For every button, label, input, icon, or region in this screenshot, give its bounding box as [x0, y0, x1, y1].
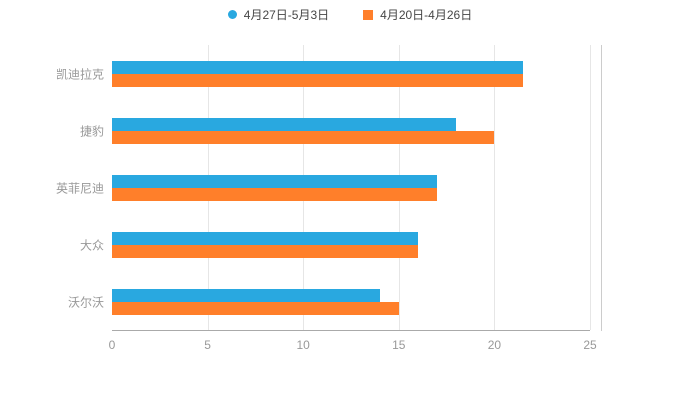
bar-series2: [112, 244, 418, 258]
legend-label-week-previous: 4月20日-4月26日: [380, 8, 473, 22]
bar-series2: [112, 187, 438, 201]
bar-series2: [112, 130, 495, 144]
legend-item-week-previous[interactable]: 4月20日-4月26日: [363, 6, 472, 23]
x-tick-label: 20: [487, 338, 502, 352]
bar-series1: [112, 117, 457, 131]
y-category-label: 英菲尼迪: [55, 181, 104, 195]
bar-series1: [112, 231, 418, 245]
legend-square-marker-icon: [363, 9, 374, 20]
x-tick-label: 15: [392, 338, 406, 352]
gridline: [494, 45, 496, 330]
chart-legend: 4月27日-5月3日 4月20日-4月26日: [0, 6, 700, 23]
x-tick-label: 5: [204, 338, 211, 352]
plot-area: [112, 45, 591, 331]
plot-right-border: [601, 45, 602, 331]
bar-series1: [112, 174, 438, 188]
bar-series1: [112, 288, 380, 302]
bar-series1: [112, 60, 524, 74]
y-category-label: 捷豹: [79, 124, 104, 138]
x-tick-label: 0: [108, 338, 116, 352]
y-category-label: 大众: [79, 238, 104, 252]
gridline: [590, 45, 591, 330]
y-category-label: 凯迪拉克: [55, 67, 104, 81]
bar-series2: [112, 301, 399, 315]
legend-item-week-current[interactable]: 4月27日-5月3日: [227, 6, 330, 23]
legend-label-week-current: 4月27日-5月3日: [243, 8, 330, 22]
x-tick-label: 25: [583, 338, 597, 352]
bar-series2: [112, 73, 524, 87]
legend-circle-marker-icon: [227, 10, 237, 19]
y-category-label: 沃尔沃: [67, 295, 104, 309]
x-tick-label: 10: [296, 338, 310, 352]
